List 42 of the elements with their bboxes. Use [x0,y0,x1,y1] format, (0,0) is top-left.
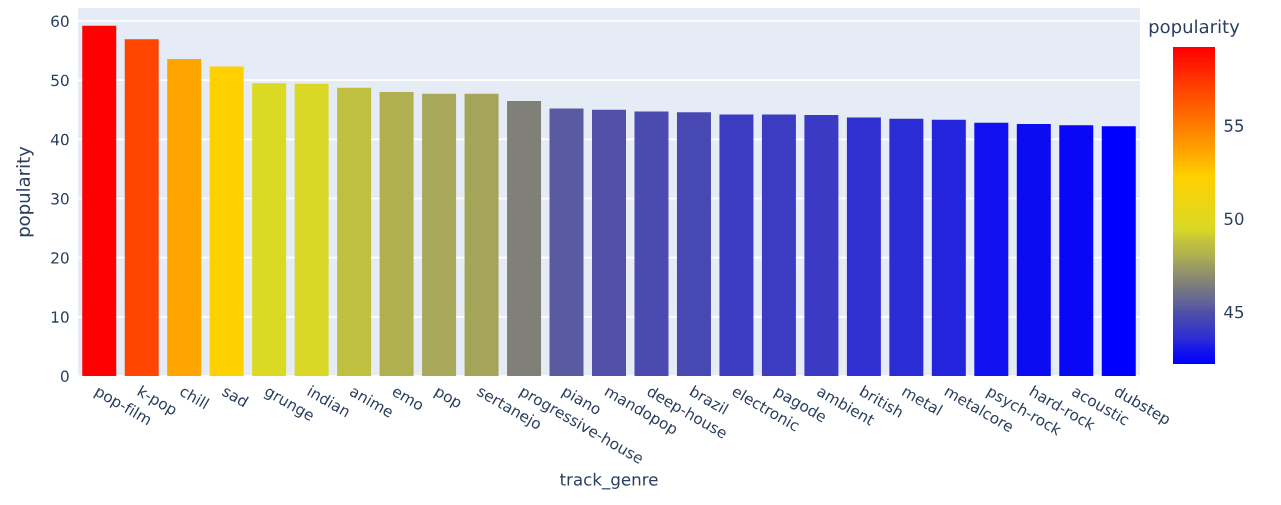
bar [167,58,202,376]
bar [1016,123,1051,376]
bar [1059,125,1094,376]
bar [209,66,244,376]
x-tick-label: emo [391,387,424,411]
y-tick-label: 50 [51,74,69,87]
bar [761,114,796,376]
y-tick-label: 0 [60,370,69,383]
bar [422,93,457,376]
bar [931,119,966,376]
bar [507,100,542,376]
color-bar-label: 45 [1224,305,1244,319]
color-bar-title: popularity [1149,19,1240,37]
y-tick-label: 10 [51,311,69,323]
bar [634,111,669,376]
y-axis-title: popularity [16,146,34,237]
bar [252,83,287,376]
bar [379,92,414,376]
bar [592,109,626,376]
bar [82,25,117,376]
y-tick-label: 40 [50,133,69,146]
bar [846,117,881,376]
x-tick-label: chill [179,384,210,410]
x-tick-label: sad [221,384,249,408]
y-tick-label: 30 [51,192,69,205]
bar [464,93,499,376]
bar [676,112,711,376]
color-bar-label: 55 [1224,119,1244,132]
bar [889,118,924,376]
x-axis-title: track_genre [560,472,658,490]
bar [549,108,584,376]
x-tick-label: pop [432,387,462,412]
y-tick-label: 60 [51,15,69,28]
bar [719,114,754,376]
bar [124,39,159,376]
bar [974,122,1009,376]
bar [1101,126,1136,376]
y-tick-label: 20 [51,252,69,264]
bar [804,115,839,376]
bar [337,87,372,376]
color-bar-label: 50 [1224,212,1244,226]
bar [294,83,329,376]
